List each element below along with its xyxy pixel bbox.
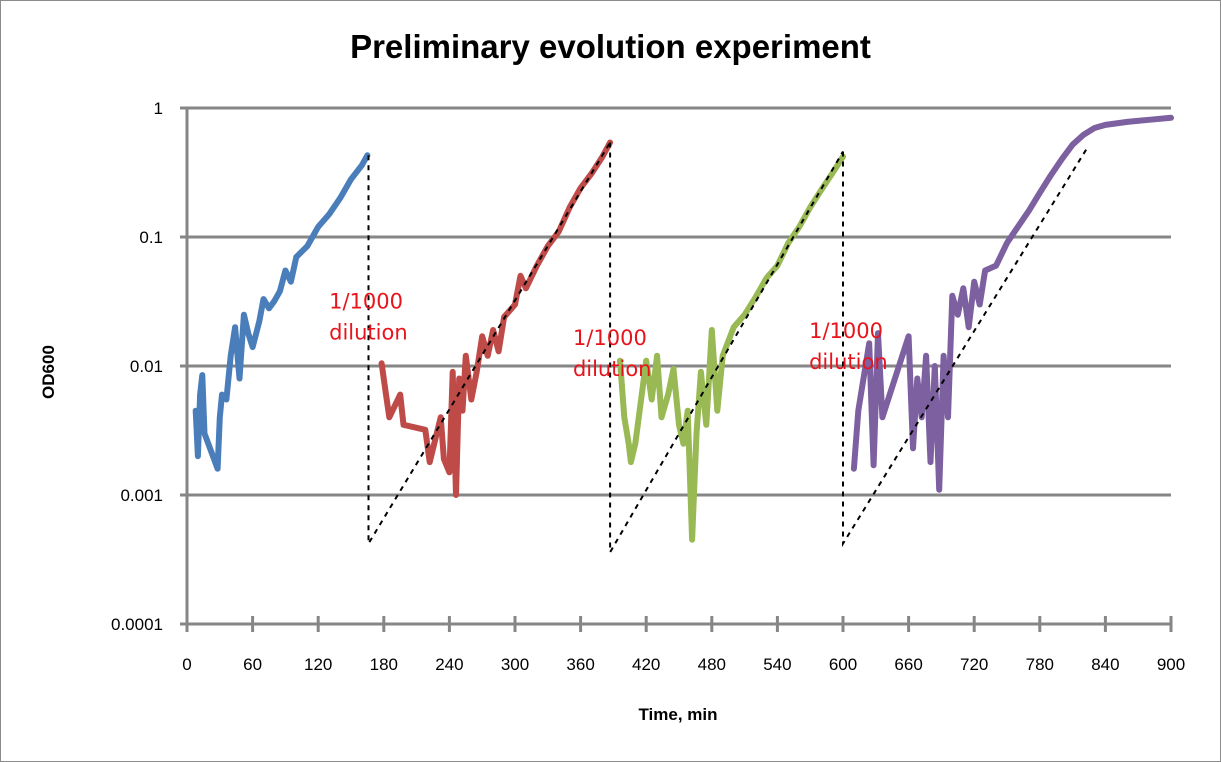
x-tick-label: 360	[566, 655, 594, 674]
x-tick-label: 480	[698, 655, 726, 674]
chart-title: Preliminary evolution experiment	[350, 28, 871, 65]
series-line-4	[850, 114, 1174, 493]
x-tick-label: 120	[304, 655, 332, 674]
series-line-1	[192, 152, 371, 472]
annotations: 1/1000 dilution 1/1000 dilution 1/1000 diluti…	[329, 289, 888, 381]
x-tick-label: 420	[632, 655, 660, 674]
dilution-annotation-3: 1/1000 dilution	[809, 319, 888, 374]
x-tick-label: 180	[370, 655, 398, 674]
y-tick-label: 0.01	[130, 357, 163, 376]
y-tick-label: 1	[154, 99, 163, 118]
x-tick-label: 780	[1026, 655, 1054, 674]
annotation-line: 1/1000	[329, 289, 403, 313]
x-tick-label: 0	[182, 655, 191, 674]
y-tick-label: 0.0001	[111, 615, 163, 634]
x-tick-label: 840	[1091, 655, 1119, 674]
axes	[180, 106, 1173, 632]
y-tick-label: 0.001	[120, 486, 163, 505]
y-axis-title: OD600	[39, 345, 58, 399]
annotation-line: dilution	[573, 357, 652, 381]
x-tick-label: 240	[435, 655, 463, 674]
series-lines	[192, 114, 1174, 543]
x-axis-title: Time, min	[638, 705, 717, 724]
dilution-annotation-2: 1/1000 dilution	[573, 326, 652, 381]
x-tick-label: 300	[501, 655, 529, 674]
x-tick-label: 600	[829, 655, 857, 674]
x-tick-label: 540	[763, 655, 791, 674]
dilution-guides	[367, 141, 1089, 556]
annotation-line: 1/1000	[573, 326, 647, 350]
gridlines	[187, 106, 1171, 497]
x-tick-label: 660	[894, 655, 922, 674]
series-line-2	[378, 139, 614, 498]
x-tick-label: 900	[1157, 655, 1185, 674]
dilution-annotation-1: 1/1000 dilution	[329, 289, 408, 344]
dilution-guide-1	[367, 141, 611, 548]
x-tick-label: 60	[243, 655, 262, 674]
dilution-guide-3	[842, 146, 1089, 548]
annotation-line: dilution	[329, 320, 408, 344]
annotation-line: dilution	[809, 350, 888, 374]
tick-labels: 0.0001 0.001 0.01 0.1 1 0 60 120 180 240 300 360 420…	[111, 99, 1185, 674]
x-tick-label: 720	[960, 655, 988, 674]
series-line-3	[617, 153, 846, 543]
y-tick-label: 0.1	[139, 228, 163, 247]
annotation-line: 1/1000	[809, 319, 883, 343]
